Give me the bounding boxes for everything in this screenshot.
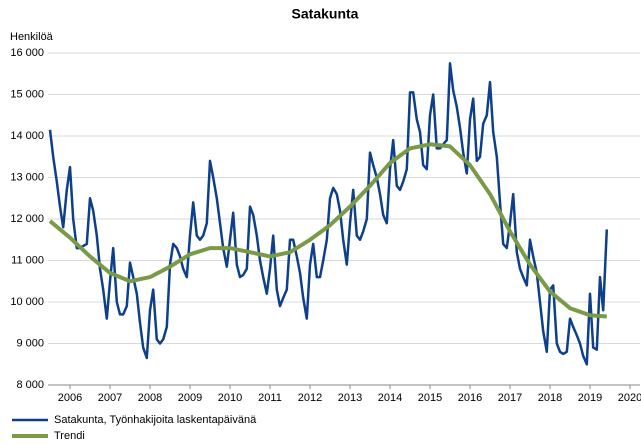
- y-tick-label: 9 000: [16, 337, 44, 349]
- x-tick-label: 2013: [338, 392, 362, 404]
- x-tick-label: 2019: [578, 392, 602, 404]
- x-tick-label: 2012: [298, 392, 322, 404]
- y-tick-label: 10 000: [10, 296, 44, 308]
- x-tick-label: 2008: [138, 392, 162, 404]
- y-tick-label: 16 000: [10, 47, 44, 59]
- y-tick-label: 14 000: [10, 130, 44, 142]
- y-tick-label: 15 000: [10, 88, 44, 100]
- series-line: [48, 62, 609, 366]
- y-tick-label: 13 000: [10, 171, 44, 183]
- x-tick-label: 2020: [618, 392, 641, 404]
- chart-title: Satakunta: [292, 6, 359, 22]
- x-tick-label: 2018: [538, 392, 562, 404]
- legend-label: Trendi: [54, 430, 85, 442]
- legend-label: Satakunta, Työnhakijoita laskentapäivänä: [54, 414, 257, 426]
- x-tick-label: 2017: [498, 392, 522, 404]
- x-tick-label: 2016: [458, 392, 482, 404]
- y-tick-label: 8 000: [16, 379, 44, 391]
- x-tick-label: 2011: [258, 392, 282, 404]
- y-axis-label: Henkilöä: [10, 31, 54, 43]
- x-tick-label: 2009: [178, 392, 202, 404]
- x-tick-label: 2010: [218, 392, 242, 404]
- x-tick-label: 2006: [58, 392, 82, 404]
- y-tick-label: 11 000: [11, 254, 44, 266]
- x-tick-label: 2015: [418, 392, 442, 404]
- x-tick-label: 2014: [378, 392, 402, 404]
- x-tick-label: 2007: [98, 392, 122, 404]
- y-tick-label: 12 000: [10, 213, 44, 225]
- series-line: [48, 142, 607, 319]
